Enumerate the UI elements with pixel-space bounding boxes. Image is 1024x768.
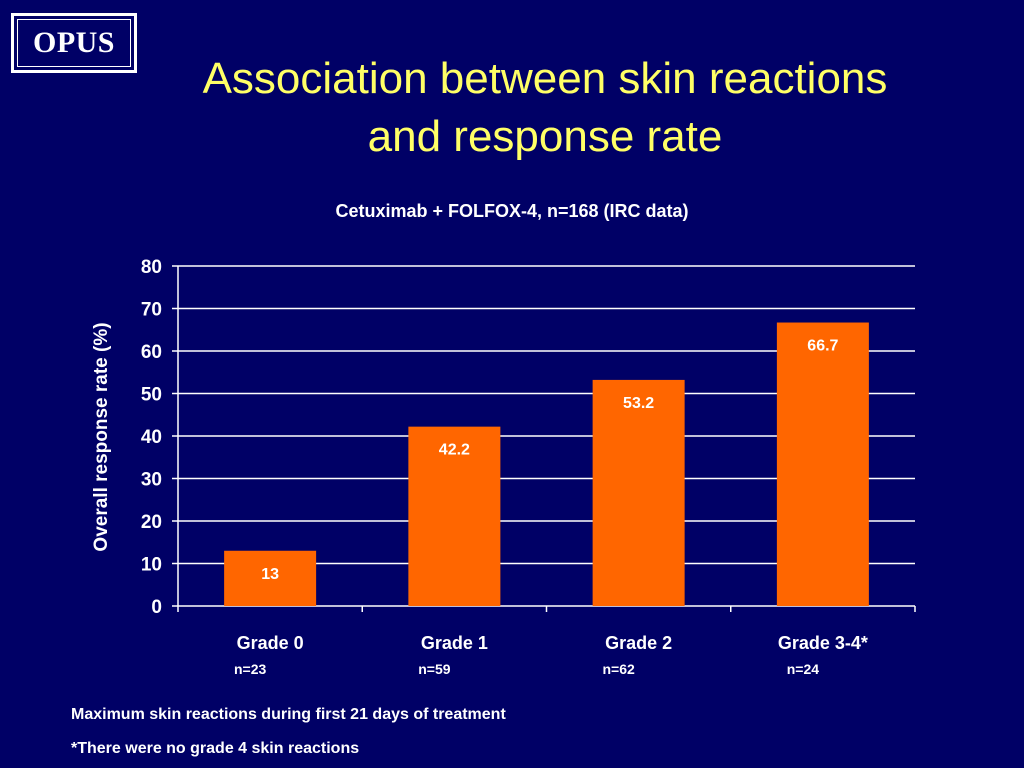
title-line-2: and response rate <box>367 112 723 161</box>
y-tick-label: 20 <box>141 512 162 533</box>
y-tick-label: 60 <box>141 342 162 363</box>
y-tick-label: 40 <box>141 427 162 448</box>
y-tick-label: 0 <box>151 597 162 618</box>
x-category-n-label: n=23 <box>234 661 267 677</box>
footnote-no-grade4: *There were no grade 4 skin reactions <box>71 740 360 757</box>
y-tick-label: 30 <box>141 470 162 491</box>
chart-title: Cetuximab + FOLFOX-4, n=168 (IRC data) <box>335 201 689 221</box>
x-category-n-label: n=59 <box>418 661 451 677</box>
bar-data-label: 13 <box>261 566 279 583</box>
y-tick-label: 80 <box>141 257 162 278</box>
slide-title: Association between skin reactions and r… <box>130 50 960 166</box>
bar-3 <box>592 379 685 606</box>
bar-4 <box>776 322 869 606</box>
opus-logo: OPUS <box>11 13 137 73</box>
x-category-n-label: n=62 <box>602 661 635 677</box>
x-category-label: Grade 3-4* <box>778 633 868 653</box>
bar-data-label: 53.2 <box>623 395 654 412</box>
logo-inner-border <box>17 19 131 67</box>
bar-data-label: 66.7 <box>807 338 838 355</box>
x-category-label: Grade 1 <box>421 633 488 653</box>
x-category-label: Grade 0 <box>237 633 304 653</box>
y-tick-label: 70 <box>141 300 162 321</box>
bar-1 <box>224 550 317 606</box>
x-category-label: Grade 2 <box>605 633 672 653</box>
bar-2 <box>408 426 501 606</box>
y-tick-label: 50 <box>141 385 162 406</box>
x-category-n-label: n=24 <box>787 661 820 677</box>
title-line-1: Association between skin reactions <box>202 54 888 103</box>
logo-text: OPUS <box>32 26 115 59</box>
footnote-max-skin: Maximum skin reactions during first 21 d… <box>71 706 506 723</box>
bar-data-label: 42.2 <box>439 442 470 459</box>
y-tick-label: 10 <box>141 555 162 576</box>
